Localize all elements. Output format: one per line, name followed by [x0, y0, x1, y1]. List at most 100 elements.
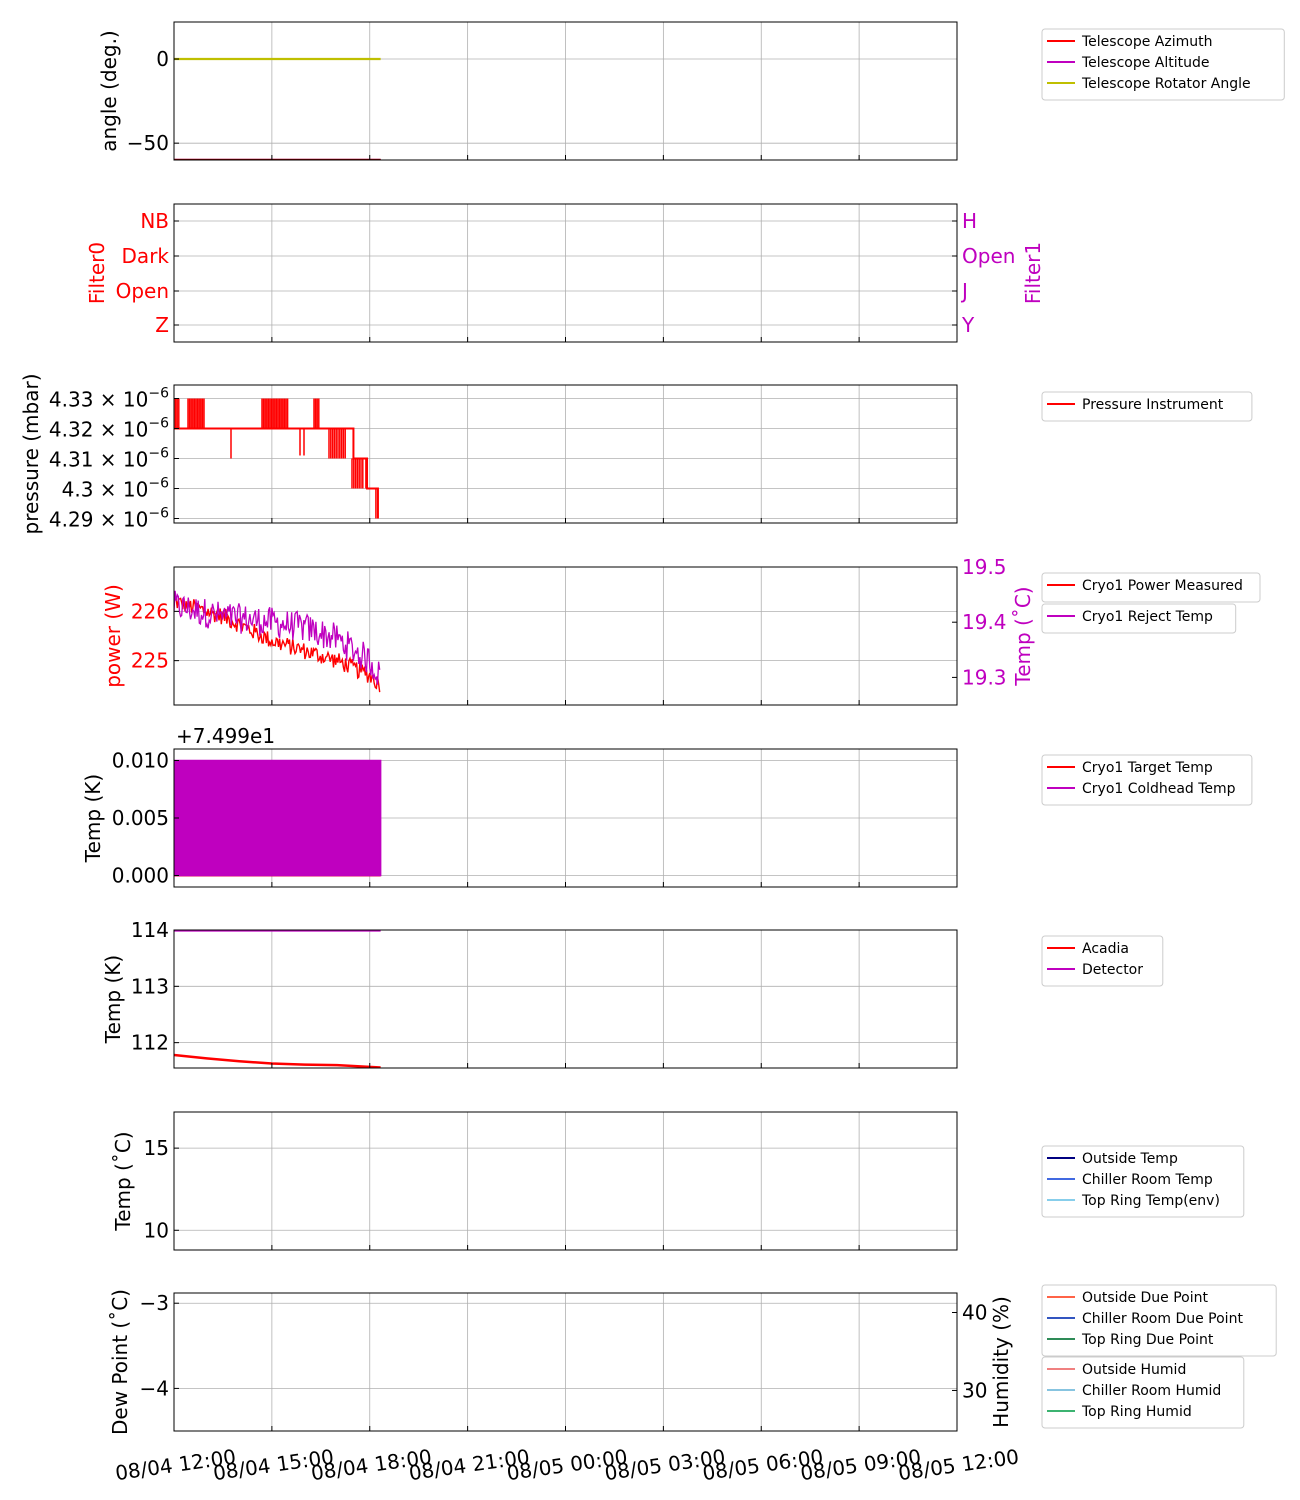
detector-legend: Acadia Detector [1041, 935, 1164, 987]
filter0-ylabel: Filter0 [85, 242, 109, 304]
legend-box [1041, 603, 1237, 634]
cryo-reject-legend: Cryo1 Reject Temp [1041, 603, 1237, 634]
env-temp-ylabel: Temp (˚C) [111, 1131, 135, 1231]
dew-grid [173, 1293, 958, 1431]
tick-exponent: −6 [148, 476, 169, 492]
detector-y-tick-label: 112 [131, 1031, 169, 1055]
tick-mantissa: 4.33 × 10 [49, 388, 148, 412]
cryo-reject-y-tick-label-right: 19.5 [962, 555, 1007, 579]
filter1-tick-label: H [962, 209, 977, 233]
filter0-tick-label: Z [155, 313, 169, 337]
detector-grid [173, 929, 958, 1068]
telescope-grid [173, 22, 958, 160]
legend-label: Cryo1 Target Temp [1082, 760, 1213, 776]
legend-box [1041, 572, 1261, 603]
filter1-tick-label: Y [961, 313, 975, 337]
legend-box [1041, 754, 1253, 806]
pressure-baseline [174, 427, 379, 519]
tick-exponent: −6 [148, 506, 169, 522]
legend-label: Cryo1 Reject Temp [1082, 609, 1213, 625]
pressure-y-tick-label: 4.31 × 10−6 [49, 446, 169, 472]
filter0-tick-label: NB [140, 209, 169, 233]
pressure-grid [173, 385, 958, 523]
telescope-y-tick-label: −50 [127, 131, 169, 155]
legend-label: Acadia [1082, 941, 1129, 957]
pressure-ylabel: pressure (mbar) [19, 373, 43, 534]
tick-mantissa: 4.32 × 10 [49, 418, 148, 442]
legend-label: Cryo1 Power Measured [1082, 578, 1243, 594]
telescope-x-ticks [173, 155, 958, 160]
dew-ylabel: Dew Point (˚C) [108, 1289, 132, 1435]
legend-label: Top Ring Temp(env) [1081, 1193, 1220, 1209]
detector-ylabel: Temp (K) [101, 955, 125, 1044]
filter1-tick-label: Open [962, 244, 1015, 268]
cryo-temp-offset-text: +7.499e1 [176, 724, 275, 748]
cryo-power-ylabel: power (W) [101, 584, 125, 688]
tick-mantissa: 4.29 × 10 [49, 508, 148, 532]
legend-label: Telescope Rotator Angle [1081, 76, 1251, 92]
dew-legend: Outside Due Point Chiller Room Due Point T… [1041, 1284, 1277, 1357]
cryo-reject-y-tick-label-right: 19.4 [962, 610, 1007, 634]
cryo-temp-y-tick-label: 0.010 [112, 749, 169, 773]
dew-y-tick-label: −4 [140, 1376, 169, 1400]
cryo-temp-y-tick-label: 0.005 [112, 806, 169, 830]
pressure-y-tick-label: 4.32 × 10−6 [49, 416, 169, 442]
tick-exponent: −6 [148, 386, 169, 402]
series-cryo1-power-measured [174, 597, 381, 693]
series-cryo1-reject-temp [174, 590, 381, 685]
legend-label: Outside Temp [1082, 1151, 1178, 1167]
telescope-y-tick-label: 0 [156, 47, 169, 71]
humidity-y-tick-label-right: 40 [962, 1300, 987, 1324]
series-cryo1-coldhead-temp [174, 759, 382, 877]
detector-y-tick-label: 113 [131, 974, 169, 998]
legend-label: Pressure Instrument [1082, 397, 1224, 413]
legend-box [1041, 28, 1285, 101]
cryo-power-grid [173, 567, 958, 705]
humidity-y-tick-label-right: 30 [962, 1378, 987, 1402]
pressure-spikes [174, 398, 379, 519]
legend-box [1041, 1145, 1245, 1218]
cryo-temp-x-ticks [173, 882, 958, 887]
cryo-temp-legend: Cryo1 Target Temp Cryo1 Coldhead Temp [1041, 754, 1253, 806]
pressure-y-tick-label: 4.29 × 10−6 [49, 506, 169, 532]
humidity-ylabel: Humidity (%) [989, 1296, 1013, 1428]
telescope-ylabel: angle (deg.) [97, 30, 121, 152]
legend-label: Chiller Room Humid [1082, 1383, 1221, 1399]
tick-exponent: −6 [148, 416, 169, 432]
legend-label: Top Ring Due Point [1081, 1332, 1214, 1348]
filter1-tick-label: J [960, 279, 968, 303]
humidity-legend: Outside Humid Chiller Room Humid Top Ring … [1041, 1356, 1245, 1429]
cryo-reject-ylabel: Temp (˚C) [1011, 586, 1035, 686]
cryo-power-x-ticks [173, 700, 958, 705]
legend-box [1041, 1284, 1277, 1357]
pressure-x-ticks [173, 518, 958, 523]
series-acadia [174, 1053, 381, 1068]
env-temp-x-ticks [173, 1245, 958, 1250]
legend-label: Outside Humid [1082, 1362, 1186, 1378]
filter0-tick-label: Open [116, 279, 169, 303]
env-temp-y-tick-label: 10 [144, 1218, 169, 1242]
legend-label: Detector [1082, 962, 1143, 978]
filter1-ylabel: Filter1 [1021, 242, 1045, 304]
legend-label: Telescope Altitude [1081, 55, 1210, 71]
cryo-reject-y-tick-label-right: 19.3 [962, 665, 1007, 689]
detector-y-tick-label: 114 [131, 918, 169, 942]
env-temp-y-tick-label: 15 [144, 1136, 169, 1160]
legend-label: Chiller Room Due Point [1082, 1311, 1243, 1327]
detector-x-ticks [173, 1063, 958, 1068]
filters-grid [173, 204, 958, 342]
pressure-y-tick-label: 4.3 × 10−6 [62, 476, 169, 502]
legend-label: Chiller Room Temp [1082, 1172, 1213, 1188]
cryo-temp-ylabel: Temp (K) [81, 774, 105, 863]
env-temp-legend: Outside Temp Chiller Room Temp Top Ring Te… [1041, 1145, 1245, 1218]
dew-x-ticks [173, 1426, 958, 1431]
tick-mantissa: 4.31 × 10 [49, 448, 148, 472]
pressure-legend: Pressure Instrument [1041, 391, 1253, 422]
pressure-y-tick-label: 4.33 × 10−6 [49, 386, 169, 412]
legend-label: Top Ring Humid [1081, 1404, 1192, 1420]
tick-exponent: −6 [148, 446, 169, 462]
legend-label: Telescope Azimuth [1081, 34, 1212, 50]
telescope-legend: Telescope Azimuth Telescope Altitude Teles… [1041, 28, 1285, 101]
filters-x-ticks [173, 337, 958, 342]
